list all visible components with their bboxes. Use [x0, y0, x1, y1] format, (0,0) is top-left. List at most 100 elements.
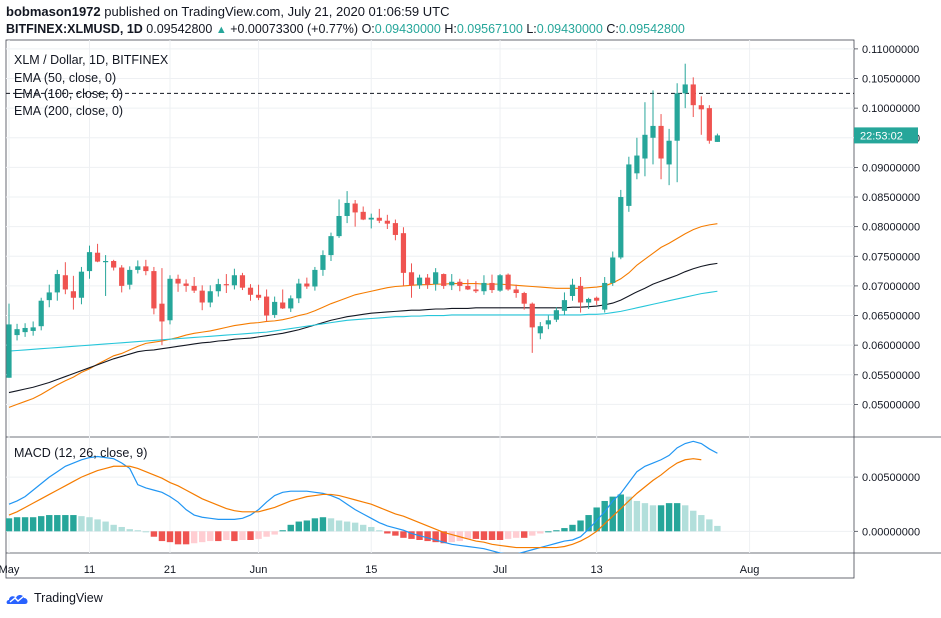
macd-hist-bar	[714, 525, 721, 532]
macd-hist-bar	[537, 531, 544, 534]
candle-body	[296, 283, 302, 299]
ema-line-1	[8, 262, 718, 394]
macd-hist-bar	[21, 517, 29, 532]
legend-ema200[interactable]: EMA (200, close, 0)	[14, 104, 124, 118]
symbol-label: BITFINEX:XLMUSD, 1D	[6, 22, 143, 36]
ema-line-0	[8, 223, 718, 408]
macd-hist-bar	[690, 510, 697, 532]
macd-hist-bar	[665, 503, 673, 532]
macd-hist-bar	[327, 518, 335, 532]
low-label: L:	[526, 22, 537, 36]
macd-hist-bar	[207, 531, 214, 542]
close-value: 0.09542800	[618, 22, 685, 36]
candle-body	[94, 252, 101, 262]
candle-body	[264, 296, 270, 316]
macd-hist-bar	[199, 531, 206, 543]
candle-body	[626, 164, 632, 206]
candle-body	[433, 272, 439, 285]
macd-hist-bar	[142, 531, 150, 533]
macd-hist-bar	[673, 503, 681, 532]
candle-body	[706, 108, 712, 141]
chart-frame	[5, 39, 855, 579]
macd-hist-bar	[561, 528, 568, 532]
candle-body	[690, 84, 696, 106]
legend-ema100[interactable]: EMA (100, close, 0)	[14, 87, 124, 101]
legend-ema50[interactable]: EMA (50, close, 0)	[14, 71, 117, 85]
legend-macd[interactable]: MACD (12, 26, close, 9)	[14, 446, 148, 460]
macd-pane	[6, 440, 721, 553]
candle-body	[473, 289, 479, 292]
macd-hist-bar	[545, 531, 552, 533]
macd-hist-bar	[158, 531, 166, 542]
candle-body	[449, 281, 455, 286]
macd-hist-bar	[649, 505, 657, 532]
macd-hist-bar	[529, 531, 536, 536]
candle-body	[416, 277, 423, 286]
y-tick-label: 0.07500000	[862, 251, 920, 263]
tradingview-logo[interactable]: TradingView	[6, 591, 103, 605]
candle-body	[360, 211, 366, 220]
x-tick-label: 11	[84, 564, 95, 576]
ohlc-bar: BITFINEX:XLMUSD, 1D 0.09542800 ▲ +0.0007…	[6, 22, 685, 36]
x-tick-label: 15	[365, 564, 377, 576]
candle-body	[22, 327, 28, 333]
candle-body	[425, 277, 431, 285]
y-tick-label: 0.08000000	[862, 222, 920, 234]
y-tick-label: 0.05500000	[862, 370, 920, 382]
price-change: +0.00073300 (+0.77%)	[230, 22, 359, 36]
macd-hist-bar	[311, 518, 319, 532]
candle-body	[594, 297, 600, 301]
macd-hist-bar	[504, 531, 512, 539]
macd-hist-bar	[633, 500, 641, 532]
macd-hist-bar	[54, 515, 61, 532]
macd-hist-bar	[271, 531, 278, 535]
candle-body	[247, 287, 254, 295]
macd-hist-bar	[166, 531, 174, 543]
candle-body	[14, 329, 20, 336]
macd-hist-bar	[698, 515, 705, 532]
publish-text: published on TradingView.com, July 21, 2…	[104, 4, 450, 19]
candle-body	[650, 125, 656, 138]
macd-hist-bar	[335, 520, 343, 532]
y-tick-label: 0.09000000	[862, 162, 920, 174]
macd-hist-bar	[13, 517, 21, 532]
candle-body	[561, 300, 568, 311]
macd-hist-bar	[384, 531, 391, 534]
y-tick-label: 0.06000000	[862, 340, 920, 352]
high-label: H:	[444, 22, 457, 36]
macd-hist-bar	[126, 529, 133, 532]
candle-body	[553, 310, 559, 320]
price-pane	[6, 63, 854, 408]
candle-body	[602, 282, 608, 310]
candle-body	[6, 324, 12, 378]
y-tick-label: 0.05000000	[862, 399, 920, 411]
candle-body	[127, 269, 133, 285]
macd-hist-bar	[94, 519, 101, 532]
open-value: 0.09430000	[374, 22, 441, 36]
candle-body	[111, 261, 117, 268]
candle-body	[199, 290, 205, 303]
candle-body	[304, 283, 310, 287]
candle-body	[288, 298, 294, 309]
candle-body	[255, 294, 262, 298]
candle-body	[698, 105, 704, 110]
candle-body	[408, 272, 415, 286]
candle-body	[368, 217, 374, 220]
candle-body	[328, 236, 334, 256]
macd-hist-bar	[351, 522, 359, 532]
candle-body	[46, 292, 52, 301]
macd-hist-bar	[368, 526, 375, 532]
candle-body	[215, 284, 221, 292]
macd-hist-bar	[287, 524, 294, 532]
macd-hist-bar	[432, 531, 439, 543]
x-tick-label: 13	[591, 564, 603, 576]
x-tick-label: Jun	[250, 564, 268, 576]
macd-hist-bar	[601, 500, 608, 532]
candle-body	[191, 285, 197, 291]
macd-hist-bar	[641, 503, 649, 532]
author-name[interactable]: bobmason1972	[6, 4, 101, 19]
y-tick-label: 0.07000000	[862, 281, 920, 293]
macd-hist-bar	[496, 531, 504, 540]
macd-hist-bar	[585, 515, 592, 532]
macd-y-tick-label: 0.00500000	[862, 472, 920, 484]
